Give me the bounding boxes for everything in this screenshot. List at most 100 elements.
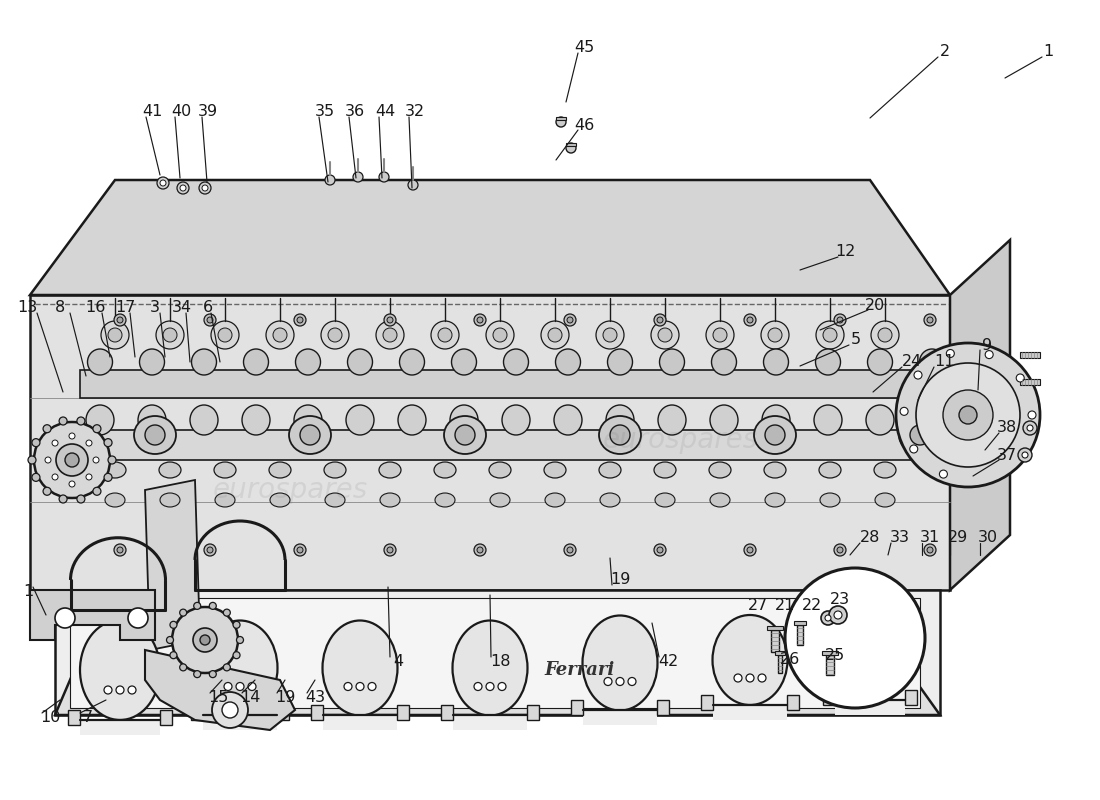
Ellipse shape [754, 416, 796, 454]
Ellipse shape [160, 462, 182, 478]
Circle shape [431, 321, 459, 349]
Circle shape [248, 682, 256, 690]
Ellipse shape [820, 462, 842, 478]
Circle shape [204, 544, 216, 556]
Ellipse shape [490, 462, 512, 478]
Polygon shape [160, 710, 172, 725]
Circle shape [837, 317, 843, 323]
Circle shape [706, 321, 734, 349]
Polygon shape [145, 650, 295, 730]
Circle shape [910, 445, 917, 453]
Text: 21: 21 [774, 598, 795, 613]
Circle shape [610, 425, 630, 445]
Ellipse shape [88, 349, 112, 375]
Circle shape [156, 321, 184, 349]
Polygon shape [1020, 352, 1040, 358]
Ellipse shape [399, 349, 425, 375]
Circle shape [179, 664, 187, 671]
Circle shape [384, 314, 396, 326]
Circle shape [116, 686, 124, 694]
Circle shape [548, 328, 562, 342]
Text: eurospares: eurospares [603, 426, 758, 454]
Text: 43: 43 [305, 690, 326, 706]
Circle shape [92, 487, 101, 495]
Ellipse shape [190, 405, 218, 435]
Circle shape [192, 628, 217, 652]
Ellipse shape [658, 405, 686, 435]
Ellipse shape [600, 416, 641, 454]
Ellipse shape [490, 493, 510, 507]
Polygon shape [657, 700, 669, 715]
Circle shape [1022, 452, 1028, 458]
Ellipse shape [379, 462, 401, 478]
Circle shape [160, 180, 166, 186]
Circle shape [55, 608, 75, 628]
Circle shape [1016, 374, 1024, 382]
Ellipse shape [138, 405, 166, 435]
Circle shape [493, 328, 507, 342]
Circle shape [204, 314, 216, 326]
Circle shape [823, 328, 837, 342]
Circle shape [294, 314, 306, 326]
Polygon shape [835, 700, 905, 715]
Text: 5: 5 [851, 333, 861, 347]
Polygon shape [826, 655, 834, 675]
Circle shape [32, 438, 40, 446]
Text: 6: 6 [202, 301, 213, 315]
Text: 22: 22 [802, 598, 822, 613]
Polygon shape [1020, 379, 1040, 385]
Text: 32: 32 [405, 105, 425, 119]
Text: 46: 46 [574, 118, 594, 133]
Ellipse shape [214, 462, 236, 478]
Ellipse shape [346, 405, 374, 435]
Polygon shape [441, 705, 453, 720]
Polygon shape [950, 240, 1010, 590]
Circle shape [172, 607, 238, 673]
Polygon shape [80, 430, 945, 460]
Text: 19: 19 [275, 690, 295, 706]
Circle shape [209, 602, 217, 610]
Circle shape [211, 321, 239, 349]
Polygon shape [30, 180, 950, 295]
Circle shape [104, 438, 112, 446]
Circle shape [324, 175, 336, 185]
Circle shape [747, 547, 754, 553]
Circle shape [194, 670, 200, 678]
Circle shape [43, 487, 51, 495]
Circle shape [52, 440, 58, 446]
Circle shape [170, 652, 177, 658]
Text: 41: 41 [142, 105, 162, 119]
Ellipse shape [713, 615, 788, 705]
Circle shape [1018, 448, 1032, 462]
Circle shape [273, 328, 287, 342]
Circle shape [117, 547, 123, 553]
Ellipse shape [104, 462, 126, 478]
Circle shape [32, 474, 40, 482]
Text: eurospares: eurospares [212, 476, 367, 504]
Circle shape [564, 544, 576, 556]
Text: 7: 7 [82, 710, 94, 726]
Text: 9: 9 [982, 338, 992, 353]
Circle shape [498, 682, 506, 690]
Circle shape [474, 682, 482, 690]
Circle shape [758, 674, 766, 682]
Text: 11: 11 [935, 354, 955, 370]
Ellipse shape [104, 493, 125, 507]
Circle shape [477, 547, 483, 553]
Ellipse shape [451, 349, 476, 375]
Text: 20: 20 [865, 298, 886, 313]
Ellipse shape [134, 416, 176, 454]
Ellipse shape [866, 405, 894, 435]
Circle shape [114, 544, 126, 556]
Circle shape [209, 670, 217, 678]
Circle shape [854, 670, 862, 678]
Circle shape [77, 495, 85, 503]
Ellipse shape [874, 493, 895, 507]
Text: 8: 8 [55, 301, 65, 315]
Ellipse shape [504, 349, 528, 375]
Circle shape [321, 321, 349, 349]
Ellipse shape [712, 349, 737, 375]
Ellipse shape [502, 405, 530, 435]
Circle shape [556, 117, 566, 127]
Ellipse shape [289, 416, 331, 454]
